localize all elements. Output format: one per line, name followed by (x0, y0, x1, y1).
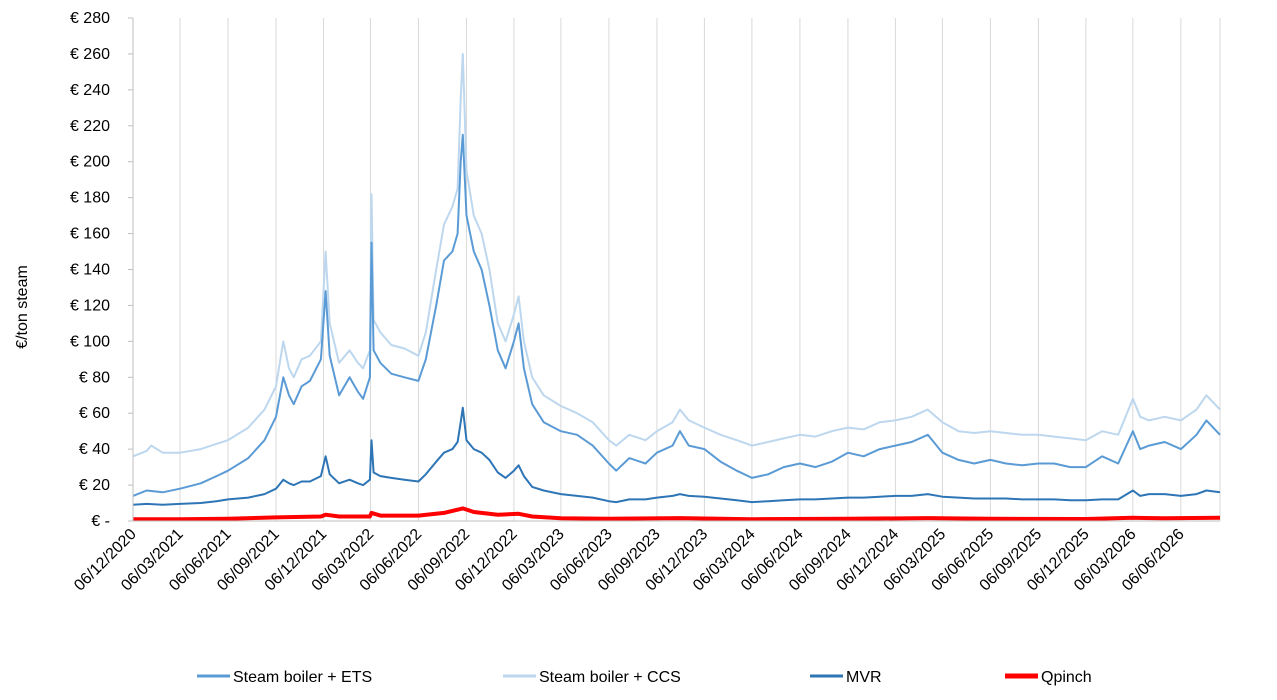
series-line-steam-boiler-ets (132, 133, 1221, 497)
y-tick-label: € 240 (70, 82, 110, 99)
y-tick-label: € - (91, 513, 110, 530)
legend-item: Steam boiler + CCS (503, 669, 681, 686)
series-line-qpinch (133, 506, 1221, 522)
legend-label: Steam boiler + CCS (539, 669, 681, 686)
y-tick-label: € 100 (70, 333, 110, 350)
y-tick-label: € 200 (70, 154, 110, 171)
legend-item: MVR (810, 669, 882, 686)
x-tick-labels: 06/12/202006/03/202106/06/202106/09/2021… (71, 526, 1188, 595)
y-tick-label: € 140 (70, 262, 110, 279)
y-tick-label: € 280 (70, 10, 110, 27)
axes (128, 17, 1220, 522)
y-tick-labels: € - € 20 € 40 € 60 € 80 € 100 € 120 € 140 € 160 €… (70, 10, 110, 530)
y-tick-label: € 40 (79, 441, 110, 458)
series-layer (132, 52, 1221, 522)
y-tick-label: € 160 (70, 226, 110, 243)
legend: Steam boiler + ETS Steam boiler + CCS MVR Q… (197, 669, 1092, 686)
legend-item: Qpinch (1005, 669, 1092, 686)
legend-item: Steam boiler + ETS (197, 669, 372, 686)
legend-label: Qpinch (1041, 669, 1092, 686)
y-tick-label: € 180 (70, 190, 110, 207)
vertical-gridlines (132, 18, 1221, 521)
y-tick-label: € 220 (70, 118, 110, 135)
y-axis-title: €/ton steam (14, 265, 31, 349)
legend-label: Steam boiler + ETS (233, 669, 372, 686)
y-tick-label: € 120 (70, 297, 110, 314)
y-tick-label: € 260 (70, 46, 110, 63)
y-tick-label: € 60 (79, 405, 110, 422)
series-line-steam-boiler-ccs (132, 52, 1221, 458)
series-line-mvr (132, 406, 1221, 506)
y-tick-label: € 20 (79, 477, 110, 494)
y-tick-label: € 80 (79, 369, 110, 386)
legend-label: MVR (846, 669, 882, 686)
